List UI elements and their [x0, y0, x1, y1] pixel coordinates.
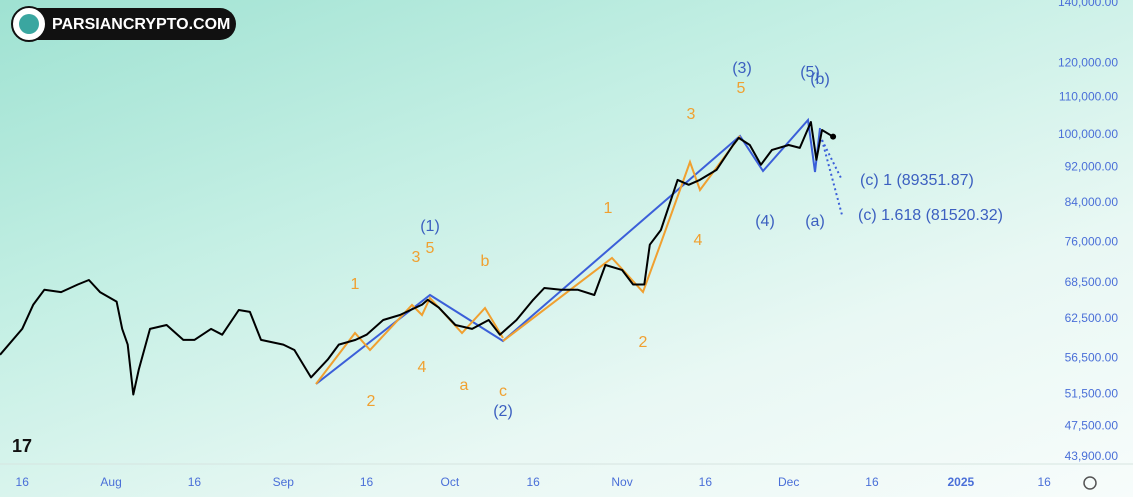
- y-tick-label: 100,000.00: [1058, 127, 1118, 141]
- wave-label: c: [499, 383, 507, 400]
- y-tick-label: 62,500.00: [1065, 311, 1119, 325]
- wave-label: 5: [426, 240, 435, 257]
- y-tick-label: 140,000.00: [1058, 0, 1118, 9]
- wave-label: (b): [810, 71, 830, 88]
- wave-label: (5): [800, 64, 820, 81]
- wave-label: 2: [639, 334, 648, 351]
- wave-label: (3): [732, 60, 752, 77]
- x-tick-label: Nov: [611, 475, 632, 489]
- x-tick-label: Oct: [441, 475, 460, 489]
- x-tick-label: 16: [526, 475, 540, 489]
- price-line: [0, 121, 834, 396]
- watermark-logo: PARSIANCRYPTO.COM: [11, 6, 236, 42]
- wave-label: 2: [367, 393, 376, 410]
- last-point: [830, 133, 837, 140]
- x-tick-label: Dec: [778, 475, 799, 489]
- series-layer: [0, 121, 837, 396]
- x-tick-label: Aug: [100, 475, 121, 489]
- x-tick-label: 16: [699, 475, 713, 489]
- wave-label: 1: [351, 276, 360, 293]
- wave-label: (c) 1.618 (81520.32): [858, 207, 1003, 224]
- projection: [821, 139, 843, 216]
- wave-lines-blue: [315, 117, 821, 385]
- wave-label: 5: [737, 80, 746, 97]
- logo-text: PARSIANCRYPTO.COM: [52, 16, 230, 33]
- tv-logo: 17: [12, 436, 32, 456]
- wave-label: b: [481, 253, 490, 270]
- x-tick-label: 16: [1037, 475, 1051, 489]
- x-tick-label: 16: [865, 475, 879, 489]
- y-tick-label: 68,500.00: [1065, 275, 1119, 289]
- y-tick-label: 56,500.00: [1065, 350, 1119, 364]
- y-tick-label: 110,000.00: [1059, 90, 1118, 104]
- wave-label: a: [460, 377, 469, 394]
- wave-label: 4: [694, 232, 703, 249]
- y-tick-label: 92,000.00: [1065, 160, 1119, 174]
- y-tick-label: 47,500.00: [1065, 418, 1119, 432]
- wave-label: (c) 1 (89351.87): [860, 172, 974, 189]
- logo-icon: [19, 14, 39, 34]
- y-tick-label: 43,900.00: [1065, 449, 1119, 463]
- x-tick-label: 16: [16, 475, 30, 489]
- wave-label: (1): [420, 218, 440, 235]
- wave-label: 4: [418, 359, 427, 376]
- logo-pill: [14, 8, 236, 40]
- wave-label: (2): [493, 403, 513, 420]
- wave-label: 3: [412, 249, 421, 266]
- y-tick-label: 120,000.00: [1058, 56, 1118, 70]
- y-tick-label: 84,000.00: [1065, 195, 1119, 209]
- wave-label: 1: [604, 200, 613, 217]
- settings-icon: [1083, 476, 1097, 490]
- y-tick-label: 76,000.00: [1065, 234, 1119, 248]
- wave-label: (a): [805, 213, 825, 230]
- wave-label: 3: [687, 106, 696, 123]
- wave-label: (4): [755, 213, 775, 230]
- x-tick-label: 16: [360, 475, 374, 489]
- y-tick-label: 51,500.00: [1065, 387, 1119, 401]
- wave-lines-orange: [502, 135, 741, 342]
- x-tick-label: Sep: [273, 475, 295, 489]
- x-tick-label: 2025: [947, 475, 974, 489]
- x-tick-label: 16: [188, 475, 202, 489]
